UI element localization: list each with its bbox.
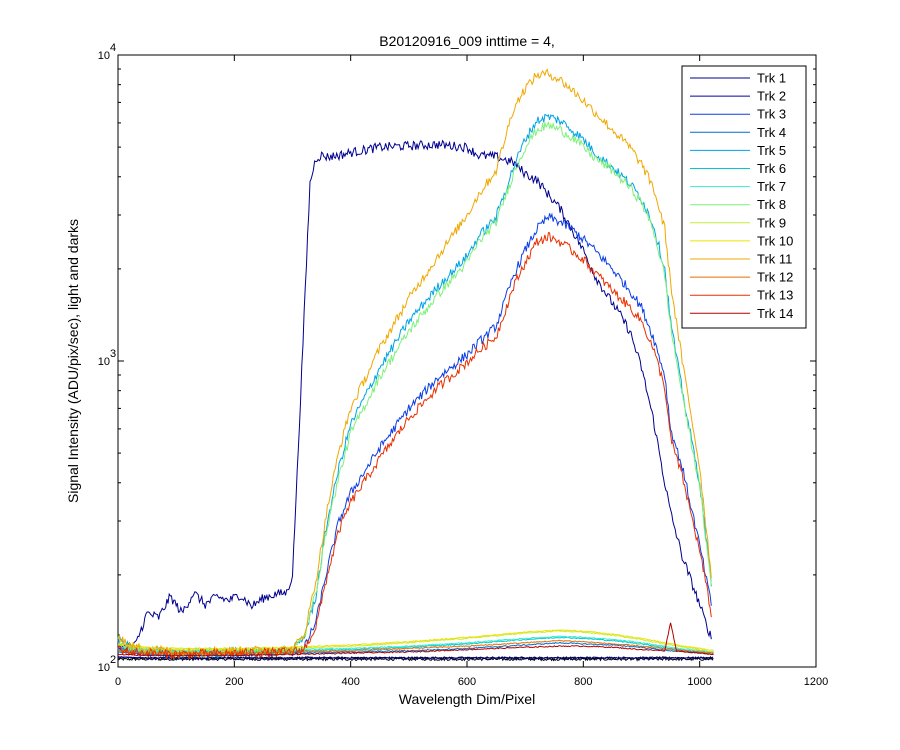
legend-label: Trk 10 xyxy=(757,233,793,248)
series-line-trk-1 xyxy=(117,139,712,653)
chart-title: B20120916_009 inttime = 4, xyxy=(379,33,555,49)
x-tick-label: 1000 xyxy=(687,676,711,688)
legend-label: Trk 7 xyxy=(757,179,786,194)
legend-label: Trk 8 xyxy=(757,197,786,212)
legend-box xyxy=(681,65,807,329)
legend-label: Trk 4 xyxy=(757,125,786,140)
legend-label: Trk 11 xyxy=(757,252,792,267)
y-tick-label: 10 xyxy=(98,356,110,368)
x-tick-label: 1200 xyxy=(804,676,828,688)
x-tick-label: 400 xyxy=(341,676,359,688)
y-tick-exponent: 3 xyxy=(110,348,116,360)
y-tick-exponent: 2 xyxy=(110,654,116,666)
legend-label: Trk 9 xyxy=(757,215,786,230)
series-layer xyxy=(117,68,714,661)
series-line-trk-14 xyxy=(117,622,714,657)
legend-label: Trk 12 xyxy=(757,270,793,285)
series-line-trk-12 xyxy=(117,639,714,655)
series-line-trk-10 xyxy=(118,629,714,652)
series-line-trk-6 xyxy=(117,636,714,654)
x-tick-label: 800 xyxy=(574,676,592,688)
x-tick-label: 600 xyxy=(458,676,476,688)
legend: Trk 1 Trk 2 Trk 3 Trk 4 Trk 5 Trk 6 Trk 7 Trk 8… xyxy=(681,65,807,329)
legend-label: Trk 1 xyxy=(757,71,786,86)
series-line-trk-4 xyxy=(117,641,714,656)
y-tick-label: 10 xyxy=(98,50,110,62)
dark-frame-line xyxy=(117,656,714,662)
x-axis: 0 200 400 600 800 1000 1200 xyxy=(115,55,828,688)
y-tick-label: 10 xyxy=(98,662,110,674)
x-axis-title: Wavelength Dim/Pixel xyxy=(399,691,535,707)
series-line-trk-13 xyxy=(117,232,712,661)
legend-label: Trk 5 xyxy=(757,143,786,158)
y-tick-exponent: 4 xyxy=(110,42,116,54)
legend-label: Trk 2 xyxy=(757,89,786,104)
legend-label: Trk 13 xyxy=(757,288,793,303)
legend-items: Trk 1 Trk 2 Trk 3 Trk 4 Trk 5 Trk 6 Trk 7 Trk 8… xyxy=(690,71,793,321)
legend-label: Trk 14 xyxy=(757,306,793,321)
series-line-trk-2 xyxy=(118,656,714,660)
legend-label: Trk 6 xyxy=(757,161,786,176)
y-axis-title: Signal Intensity (ADU/pix/sec), light an… xyxy=(65,219,81,503)
series-line-trk-3 xyxy=(117,212,712,660)
legend-label: Trk 3 xyxy=(757,107,786,122)
x-tick-label: 200 xyxy=(225,676,243,688)
x-tick-label: 0 xyxy=(115,676,121,688)
